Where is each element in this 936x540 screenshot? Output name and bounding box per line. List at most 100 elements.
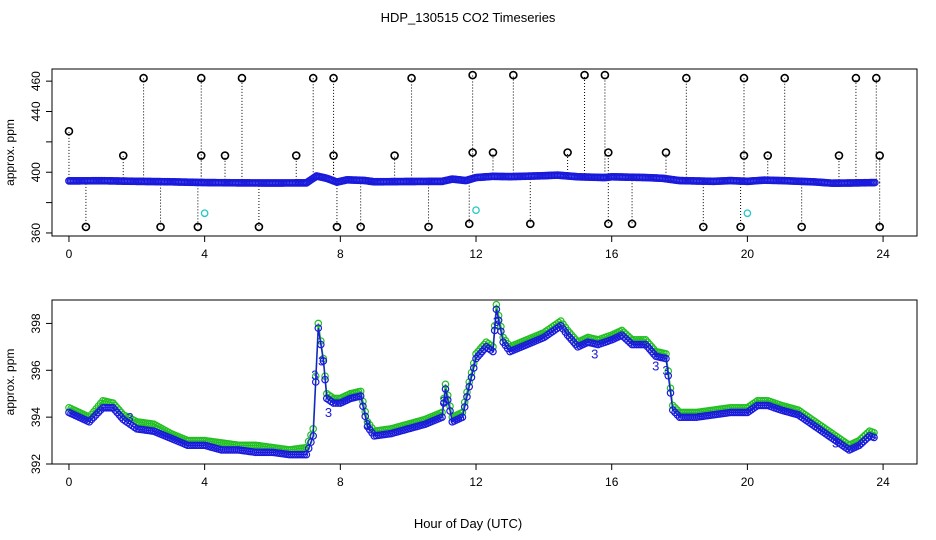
series-point-blue <box>554 323 563 332</box>
x-tick-label: 4 <box>201 475 208 489</box>
series-point-blue <box>620 333 628 341</box>
plot-frame <box>51 299 918 465</box>
series-point-blue <box>90 413 98 421</box>
series-point-blue <box>563 331 572 339</box>
series-point-blue <box>622 335 630 343</box>
x-tick-label: 24 <box>876 475 890 489</box>
digit-label: 3 <box>364 417 371 432</box>
x-tick-label: 12 <box>469 247 483 261</box>
spike-point <box>661 148 671 157</box>
series-point-blue <box>494 316 503 325</box>
series-point-green <box>314 319 323 328</box>
series-point-blue <box>478 347 486 356</box>
series-point-blue <box>443 396 452 404</box>
series-point-blue <box>441 385 450 393</box>
x-tick-label: 20 <box>741 475 755 489</box>
series-point-blue <box>92 410 100 419</box>
series-point-blue <box>321 375 329 384</box>
x-tick-label: 16 <box>605 247 619 261</box>
spike-point <box>139 73 148 83</box>
y-tick-label: 360 <box>29 223 43 243</box>
x-axis-label: Hour of Day (UTC) <box>414 516 522 531</box>
series-point-blue <box>639 340 648 349</box>
series-point-blue <box>641 340 650 349</box>
spike-point <box>834 151 844 160</box>
series-point-green <box>639 336 648 344</box>
series-point-blue <box>647 347 656 356</box>
x-tick-label: 8 <box>337 247 344 261</box>
spike-point <box>604 219 613 229</box>
y-tick-label: 392 <box>29 454 43 474</box>
series-point-blue <box>569 338 578 346</box>
series-point-blue <box>311 378 320 386</box>
spike-point <box>604 148 613 157</box>
series-point-blue <box>673 410 682 419</box>
cyan-point <box>743 209 752 218</box>
series-point-blue <box>96 406 105 414</box>
baseline-point <box>870 178 879 187</box>
series-point-blue <box>115 410 123 419</box>
x-tick-label: 16 <box>605 475 619 489</box>
series-point-green <box>492 300 501 309</box>
series-point-blue <box>111 406 119 414</box>
y-axis-label: approx. ppm <box>3 349 17 416</box>
series-point-blue <box>109 403 117 412</box>
spike-point <box>329 151 338 160</box>
series-point-blue <box>474 352 482 361</box>
digit-label: 3 <box>311 368 318 383</box>
y-tick-label: 398 <box>29 313 43 333</box>
digit-label: 3 <box>440 393 447 408</box>
series-point-blue <box>626 338 634 347</box>
digit-label: 3 <box>325 405 332 420</box>
series-point-green <box>662 350 670 358</box>
y-axis-label: approx. ppm <box>3 119 17 186</box>
series-point-blue <box>497 327 505 336</box>
spike-point <box>739 151 749 160</box>
top-panel: 0 4 8 12 16 20 24 360 400 440 460 approx. ppm <box>3 68 918 261</box>
series-point-green <box>643 338 652 346</box>
series-line-blue <box>68 309 877 456</box>
digit-label: 3 <box>493 314 500 329</box>
spike-point <box>291 151 301 160</box>
y-tick-label: 394 <box>29 407 43 427</box>
series-point-blue <box>857 439 866 448</box>
series-point-blue <box>319 357 328 365</box>
x-tick-label: 0 <box>66 475 73 489</box>
spike-point <box>468 148 477 157</box>
series-point-blue <box>300 450 309 459</box>
spike-point <box>64 126 74 136</box>
spike-point <box>332 222 342 232</box>
spike-point <box>424 222 433 232</box>
series-point-blue <box>309 432 317 440</box>
series-point-blue <box>113 408 121 417</box>
series-point-blue <box>664 371 673 380</box>
y-tick-label: 460 <box>29 71 43 91</box>
series-point-blue <box>469 364 478 372</box>
spike-point <box>390 151 399 160</box>
spike-point <box>698 222 708 232</box>
series-point-blue <box>565 333 574 342</box>
series-point-blue <box>94 408 103 417</box>
spike-point <box>627 219 637 229</box>
series-point-blue <box>356 392 365 400</box>
series-point-blue <box>567 336 576 344</box>
series-point-blue <box>861 435 870 444</box>
spike-point <box>763 151 773 160</box>
series-point-blue <box>624 336 632 345</box>
spike-point <box>682 73 691 83</box>
spike-point <box>196 151 206 160</box>
series-point-green <box>109 399 117 407</box>
series-point-blue <box>489 347 497 356</box>
y-tick-label: 440 <box>29 101 43 121</box>
series-point-blue <box>361 412 370 421</box>
spike-point <box>875 151 884 160</box>
spike-point <box>780 73 790 83</box>
series-point-blue <box>741 408 750 417</box>
series-point-blue <box>492 305 501 314</box>
spike-point <box>580 70 589 80</box>
spike-point <box>797 222 806 232</box>
spike-point <box>871 73 881 83</box>
plot-frame <box>51 68 918 237</box>
spike-point <box>220 151 230 160</box>
